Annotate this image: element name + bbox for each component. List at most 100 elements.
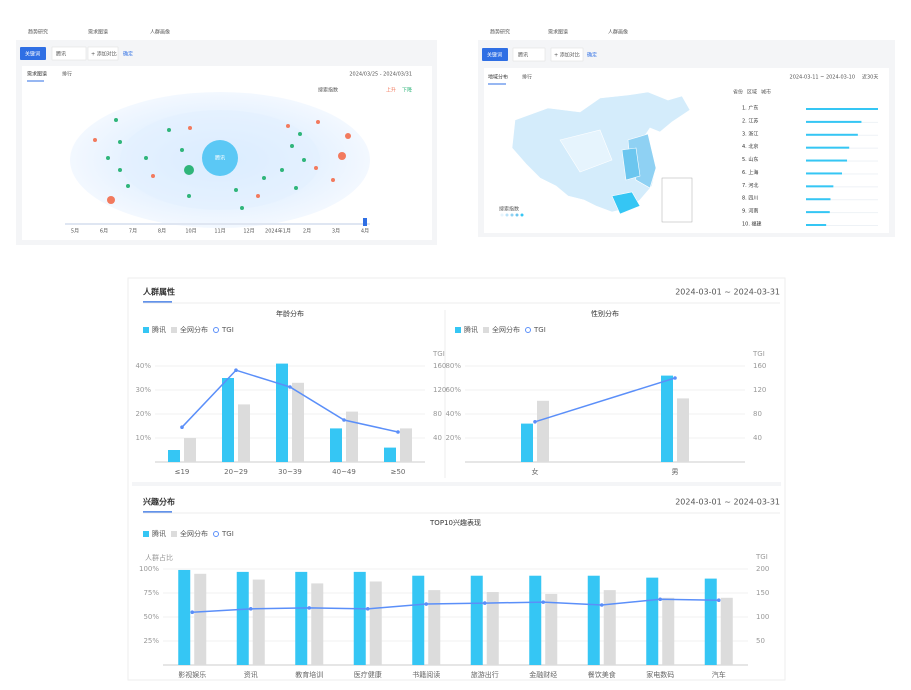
tab[interactable]: 趋势研究	[490, 29, 510, 36]
legend-label[interactable]: 全网分布	[180, 529, 208, 538]
tab[interactable]: 趋势研究	[28, 29, 48, 36]
bar	[806, 211, 830, 214]
confirm[interactable]: 确定	[587, 52, 597, 59]
legend-label[interactable]: 全网分布	[492, 325, 520, 334]
timeline-handle[interactable]	[363, 218, 367, 226]
tab[interactable]: 人群画像	[150, 29, 170, 36]
bar	[545, 593, 558, 665]
x-tick-label: 旅游出行	[471, 670, 499, 679]
x-tick-label: ≤19	[175, 468, 190, 476]
bar	[252, 579, 265, 665]
bar	[646, 577, 659, 665]
subtab[interactable]: 需求图谱	[27, 71, 47, 78]
tgi-point	[599, 603, 604, 607]
filter[interactable]: 省份	[733, 89, 743, 96]
center-node	[202, 140, 238, 176]
legend-label[interactable]: 腾讯	[152, 325, 166, 334]
y-tick-label: 80%	[445, 362, 461, 370]
keyword-input[interactable]	[512, 47, 546, 62]
y2-tick-label: 150	[756, 589, 769, 597]
timeline-label: 12月	[243, 229, 254, 235]
bar	[486, 592, 499, 665]
keyword-button[interactable]	[20, 47, 46, 60]
y-tick-label: 25%	[143, 637, 159, 645]
tab[interactable]: 人群画像	[608, 29, 628, 36]
province-label: 8. 四川	[742, 196, 758, 202]
tgi-point	[234, 368, 238, 373]
tgi-point	[533, 420, 537, 424]
bar	[806, 198, 831, 201]
province-label: 2. 江苏	[742, 117, 758, 124]
tgi-point	[482, 601, 487, 605]
china-map	[511, 91, 691, 215]
legend-swatch	[525, 327, 531, 333]
keyword-input[interactable]	[51, 46, 87, 61]
bar	[521, 423, 533, 462]
y2-tick-label: 200	[756, 565, 769, 573]
section-gap	[132, 482, 781, 486]
bar-track	[806, 199, 878, 201]
button-label[interactable]: 关键词	[487, 52, 502, 59]
bar	[184, 438, 196, 462]
timeline-label: 4月	[361, 229, 369, 235]
filter[interactable]: 区域	[747, 89, 757, 96]
subtab[interactable]: 排行	[522, 74, 532, 81]
bar	[806, 224, 827, 226]
subtab[interactable]: 地域分布	[488, 74, 508, 81]
legend-label[interactable]: 全网分布	[180, 325, 208, 334]
tab[interactable]: 需求图谱	[548, 29, 568, 36]
tgi-point	[180, 425, 184, 430]
bar	[470, 575, 483, 665]
y2-tick-label: 120	[753, 386, 766, 394]
y2-tick-label: 40	[753, 434, 762, 442]
bar	[168, 450, 180, 462]
confirm[interactable]: 确定	[123, 51, 133, 58]
bar	[704, 578, 717, 665]
timeline-label: 8月	[158, 229, 166, 235]
legend-label[interactable]: TGI	[533, 326, 546, 334]
add-label[interactable]: + 添加对比	[554, 52, 580, 59]
section-date: 2024-03-01 ~ 2024-03-31	[675, 498, 780, 507]
button-label[interactable]: 关键词	[25, 51, 40, 58]
tab[interactable]: 需求图谱	[88, 29, 108, 36]
legend: 搜索指数	[318, 87, 338, 94]
panel-bottom	[127, 277, 786, 681]
bar	[603, 590, 616, 665]
add-button[interactable]	[87, 46, 119, 61]
bar	[806, 172, 842, 175]
legend-label[interactable]: 腾讯	[464, 325, 478, 334]
map-legend: 搜索指数	[499, 206, 519, 213]
keyword[interactable]: 腾讯	[56, 51, 66, 58]
keyword-button[interactable]	[482, 48, 508, 61]
x-tick-label: 40~49	[332, 468, 356, 476]
legend-label[interactable]: TGI	[221, 530, 234, 538]
legend-label[interactable]: TGI	[221, 326, 234, 334]
x-tick-label: 30~39	[278, 468, 302, 476]
add-button[interactable]	[550, 47, 584, 62]
range[interactable]: 近30天	[862, 74, 878, 81]
bar	[369, 581, 382, 665]
tgi-point	[424, 602, 429, 606]
bar	[677, 398, 689, 462]
filter[interactable]: 城市	[761, 89, 771, 96]
y-tick-label: 40%	[135, 362, 151, 370]
y2-tick-label: 80	[753, 410, 762, 418]
province-label: 9. 河南	[742, 208, 758, 215]
add-label[interactable]: + 添加对比	[91, 51, 117, 58]
x-tick-label: ≥50	[391, 468, 406, 476]
chart-title: TOP10兴趣表现	[429, 518, 481, 527]
timeline-label: 3月	[332, 229, 340, 235]
section-date: 2024-03-01 ~ 2024-03-31	[675, 288, 780, 297]
tgi-point	[248, 607, 253, 611]
subtab[interactable]: 排行	[62, 71, 72, 78]
legend: 上升	[386, 87, 396, 94]
timeline-label: 2月	[303, 229, 311, 235]
timeline-label: 10月	[185, 229, 196, 235]
legend-swatch	[483, 327, 489, 333]
keyword[interactable]: 腾讯	[518, 52, 528, 59]
legend-label[interactable]: 腾讯	[152, 529, 166, 538]
bar	[662, 597, 675, 665]
bar-track	[806, 212, 878, 214]
province-label: 5. 山东	[742, 156, 758, 163]
legend: 下降	[402, 87, 412, 94]
